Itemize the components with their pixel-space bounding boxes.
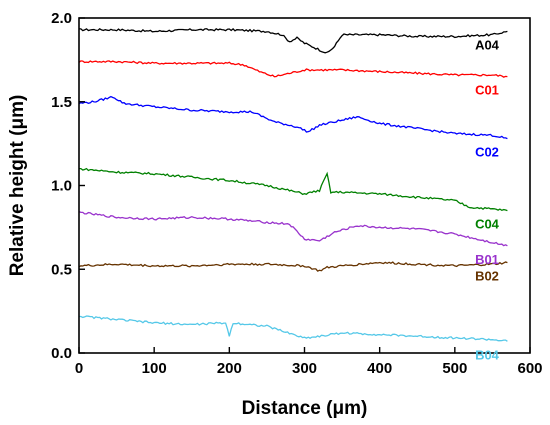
series-label-c02: C02: [475, 145, 499, 160]
y-tick-label: 2.0: [51, 10, 72, 27]
x-tick-label: 200: [217, 360, 242, 377]
series-labels: A04 C01 C02 C04 B01 B02 B04: [475, 37, 500, 362]
series-line-c02: [78, 95, 508, 140]
y-tick-label: 1.0: [51, 178, 72, 195]
y-tick-label: 1.5: [51, 94, 72, 111]
x-tick-label: 0: [75, 360, 83, 377]
series-line-b02: [78, 261, 508, 272]
ticks-layer: 0 100 200 300 400 500 600 0.0 0.5 1.0 1.5 2.0: [51, 10, 542, 377]
y-axis-title: Relative height (μm): [7, 95, 28, 277]
series-label-c01: C01: [475, 83, 499, 98]
y-tick-label: 0.0: [51, 345, 72, 362]
series-line-a04: [79, 27, 508, 54]
series-label-b01: B01: [475, 252, 499, 267]
series-line-c04: [79, 167, 508, 212]
series-line-b01: [78, 211, 508, 247]
series-line-c01: [78, 60, 508, 78]
plot-frame: [78, 17, 531, 354]
x-tick-label: 600: [517, 360, 542, 377]
x-tick-label: 300: [292, 360, 317, 377]
x-tick-label: 400: [367, 360, 392, 377]
x-tick-label: 500: [442, 360, 467, 377]
y-tick-label: 0.5: [51, 261, 72, 278]
series-label-c04: C04: [475, 217, 500, 232]
series-label-a04: A04: [475, 37, 500, 52]
series-label-b02: B02: [475, 269, 499, 284]
series-label-b04: B04: [475, 347, 500, 362]
series-line-b04: [79, 315, 508, 342]
series-layer: [78, 27, 508, 342]
x-axis-title: Distance (μm): [242, 398, 368, 419]
x-tick-label: 100: [142, 360, 167, 377]
